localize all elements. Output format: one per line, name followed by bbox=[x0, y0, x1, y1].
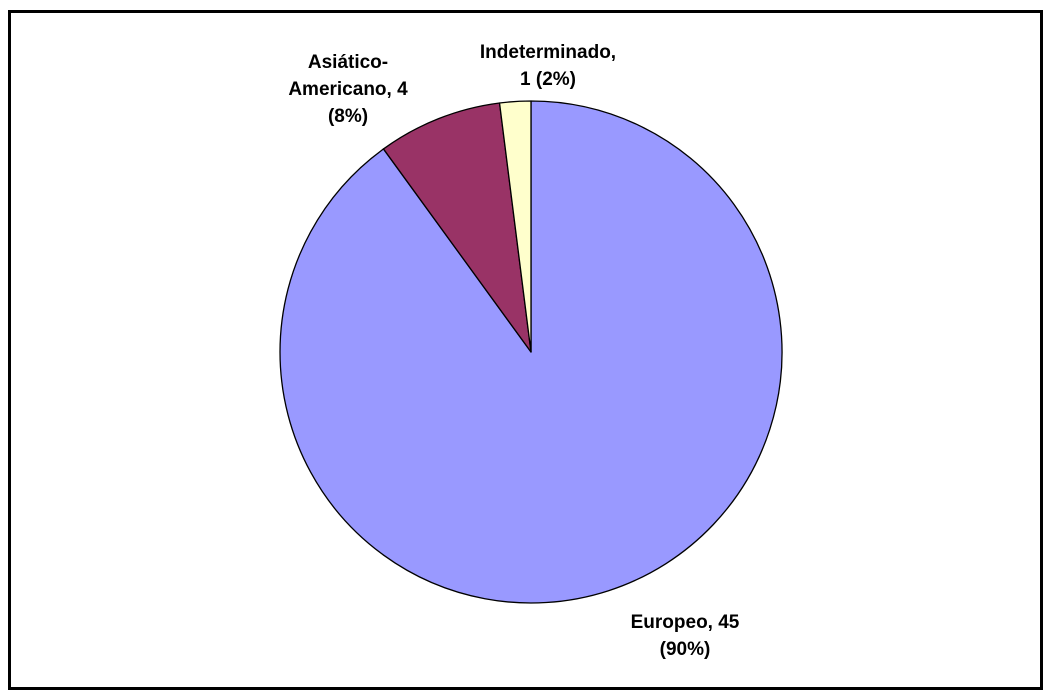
slice-label-line: (8%) bbox=[328, 106, 368, 127]
slice-label-indeterminado: Indeterminado, 1 (2%) bbox=[480, 42, 616, 90]
pie-labels: Europeo, 45 (90%) Asiático- Americano, 4 (8%… bbox=[288, 42, 739, 660]
slice-label-asi-tico-americano: Asiático- Americano, 4 (8%) bbox=[288, 52, 408, 127]
slice-label-line: Europeo, 45 bbox=[631, 612, 740, 633]
slice-label-line: Asiático- bbox=[308, 52, 388, 73]
pie-slice-indeterminado bbox=[498, 100, 532, 353]
slice-label-europeo: Europeo, 45 (90%) bbox=[631, 612, 740, 660]
pie-slices bbox=[279, 100, 783, 604]
slice-label-line: 1 (2%) bbox=[520, 69, 576, 90]
slice-label-line: Americano, 4 bbox=[288, 79, 408, 100]
pie-slice-asi-tico-americano bbox=[382, 102, 532, 353]
slice-label-line: (90%) bbox=[660, 639, 711, 660]
slice-label-line: Indeterminado, bbox=[480, 42, 616, 63]
